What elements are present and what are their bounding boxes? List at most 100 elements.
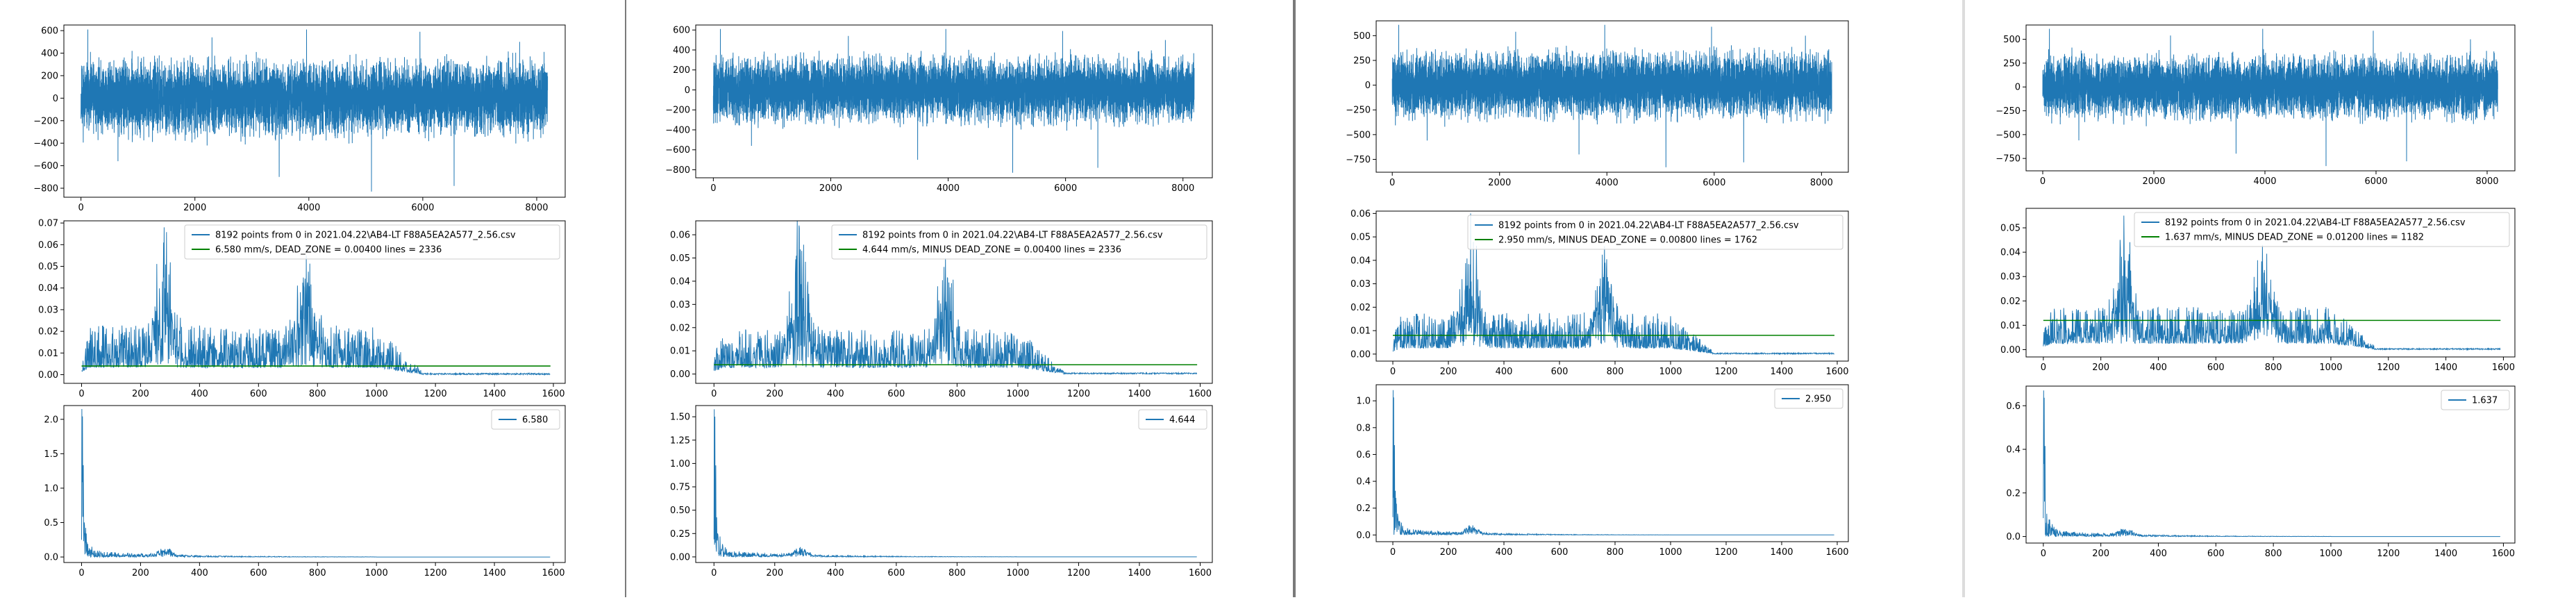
time-ytick-label: 0 xyxy=(53,94,58,104)
spectrum-legend-label: 8192 points from 0 in 2021.04.22\AB4-LT … xyxy=(862,231,1163,241)
velocity-xtick-label: 1200 xyxy=(424,568,447,578)
spectrum-axes-frame-4 xyxy=(2025,208,2516,358)
time-xtick-label: 0 xyxy=(2040,176,2046,187)
spectrum-ytick-label: 0.03 xyxy=(670,300,690,310)
spectrum-series-line-1 xyxy=(81,227,551,376)
spectrum-xtick-label: 200 xyxy=(132,389,149,399)
time-axes-1: 0 2000 4000 6000 8000 −800 −600 −400 −200 0 200 400… xyxy=(33,24,566,213)
velocity-ytick-label: 0.0 xyxy=(44,553,58,563)
spectrum-ytick-label: 0.06 xyxy=(1350,209,1371,219)
velocity-axes-4: 0 200 400 600 800 1000 1200 1400 1600 0.0 0.2 0.4 0.… xyxy=(2006,385,2516,559)
spectrum-ytick-label: 0.07 xyxy=(38,219,58,229)
velocity-xtick-label: 1400 xyxy=(2434,549,2457,559)
spectrum-ytick-label: 0.00 xyxy=(38,370,58,381)
time-xtick-label: 4000 xyxy=(937,183,960,194)
velocity-xtick-label: 0 xyxy=(78,568,84,578)
spectrum-xtick-label: 1200 xyxy=(2377,362,2400,373)
velocity-ytick-label: 0.5 xyxy=(44,518,58,528)
spectrum-xtick-label: 600 xyxy=(250,389,267,399)
velocity-ytick-label: 1.0 xyxy=(44,483,58,494)
spectrum-xtick-label: 1000 xyxy=(365,389,388,399)
time-ytick-label: 500 xyxy=(1353,31,1371,42)
panel-separator-3 xyxy=(1962,0,1965,597)
time-xtick-label: 8000 xyxy=(1810,178,1833,188)
spectrum-series-line-3 xyxy=(1392,213,1835,356)
spectrum-ytick-label: 0.02 xyxy=(38,327,58,338)
velocity-axes-1: 0 200 400 600 800 1000 1200 1400 1600 0.0 0.5 1.0 1.… xyxy=(44,405,566,578)
spectrum-ytick-label: 0.04 xyxy=(1350,256,1371,266)
spectrum-xtick-label: 800 xyxy=(948,389,966,399)
spectrum-legend-3: 8192 points from 0 in 2021.04.22\AB4-LT … xyxy=(1467,215,1843,250)
velocity-legend-1: 6.580 xyxy=(491,409,560,430)
time-axes-2: 0 2000 4000 6000 8000 −800 −600 −400 −200 0 200 400… xyxy=(665,24,1213,194)
spectrum-xtick-label: 800 xyxy=(1607,367,1624,377)
time-ytick-label: −200 xyxy=(33,116,58,126)
velocity-xtick-label: 1200 xyxy=(1714,547,1737,558)
velocity-xtick-label: 800 xyxy=(1607,547,1624,558)
spectrum-xtick-label: 1200 xyxy=(1714,367,1737,377)
spectrum-xtick-label: 1400 xyxy=(483,389,506,399)
figure-svg-2: 0 2000 4000 6000 8000−800−600−400−2000200400… xyxy=(665,24,1213,578)
spectrum-ytick-label: 0.01 xyxy=(670,347,690,357)
spectrum-ytick-label: 0.02 xyxy=(670,323,690,333)
spectrum-legend-label: 8192 points from 0 in 2021.04.22\AB4-LT … xyxy=(215,231,516,241)
spectrum-legend-2: 8192 points from 0 in 2021.04.22\AB4-LT … xyxy=(831,224,1207,260)
time-ytick-label: −250 xyxy=(1346,106,1371,116)
spectrum-xtick-label: 400 xyxy=(1496,367,1513,377)
velocity-axes-frame-2 xyxy=(695,405,1213,563)
velocity-xtick-label: 800 xyxy=(2265,549,2282,559)
spectrum-legend-box xyxy=(831,224,1207,260)
time-ytick-label: 250 xyxy=(2003,58,2021,69)
spectrum-xtick-label: 1600 xyxy=(542,389,564,399)
time-xtick-label: 8000 xyxy=(525,203,548,213)
spectrum-legend-1: 8192 points from 0 in 2021.04.22\AB4-LT … xyxy=(184,224,560,260)
spectrum-xtick-label: 200 xyxy=(766,389,783,399)
time-xtick-label: 6000 xyxy=(411,203,434,213)
velocity-xtick-label: 400 xyxy=(827,568,844,578)
velocity-xtick-label: 800 xyxy=(948,568,966,578)
velocity-ytick-label: 0.4 xyxy=(1356,477,1371,488)
velocity-legend-box xyxy=(1138,409,1207,430)
velocity-ytick-label: 0.00 xyxy=(670,552,690,562)
spectrum-ytick-label: 0.04 xyxy=(2000,248,2021,258)
time-ytick-label: 0 xyxy=(1365,81,1371,91)
time-ytick-label: −750 xyxy=(1346,155,1371,165)
time-series-line-2 xyxy=(712,28,1195,173)
velocity-xtick-label: 400 xyxy=(1496,547,1513,558)
time-ytick-label: 600 xyxy=(673,26,690,36)
panel-separator-1 xyxy=(625,0,626,597)
spectrum-xtick-label: 800 xyxy=(2265,362,2282,373)
panel-separator-2 xyxy=(1293,0,1296,597)
spectrum-axes-frame-3 xyxy=(1375,210,1849,362)
velocity-ytick-label: 0.2 xyxy=(2006,488,2021,499)
spectrum-axes-4: 0 200 400 600 800 1000 1200 1400 1600 0.00 0.01 0.0… xyxy=(2000,208,2516,373)
velocity-legend-label: 4.644 xyxy=(1169,415,1195,426)
velocity-series-line-3 xyxy=(1392,390,1834,537)
velocity-axes-frame-1 xyxy=(63,405,566,563)
figure-panel-1: 0 2000 4000 6000 8000 −800 −600 −400 −200 0 200 400… xyxy=(0,0,625,597)
spectrum-xtick-label: 0 xyxy=(2041,362,2046,373)
time-axes-frame-4 xyxy=(2025,24,2516,172)
time-xtick-label: 4000 xyxy=(297,203,320,213)
time-ytick-label: −800 xyxy=(665,165,690,176)
time-ytick-label: 200 xyxy=(41,71,58,81)
spectrum-xtick-label: 400 xyxy=(2150,362,2167,373)
spectrum-ytick-label: 0.01 xyxy=(1350,326,1371,337)
spectrum-ytick-label: 0.03 xyxy=(1350,279,1371,290)
velocity-axes-frame-4 xyxy=(2025,385,2516,544)
spectrum-xtick-label: 1400 xyxy=(2434,362,2457,373)
time-series-line-4 xyxy=(2042,28,2498,167)
time-series-line-1 xyxy=(81,29,549,192)
velocity-ytick-label: 0.4 xyxy=(2006,445,2021,456)
time-ytick-label: −750 xyxy=(1996,154,2021,165)
spectrum-legend-box xyxy=(1467,215,1843,250)
spectrum-ytick-label: 0.00 xyxy=(2000,345,2021,356)
time-ytick-label: −250 xyxy=(1996,106,2021,117)
spectrum-axes-3: 0 200 400 600 800 1000 1200 1400 1600 0.00 0.01 0.0… xyxy=(1350,209,1849,377)
velocity-ytick-label: 1.50 xyxy=(670,412,690,423)
spectrum-xtick-label: 1400 xyxy=(1770,367,1793,377)
velocity-xtick-label: 1400 xyxy=(1770,547,1793,558)
spectrum-ytick-label: 0.01 xyxy=(2000,321,2021,331)
spectrum-legend-label: 2.950 mm/s, MINUS DEAD_ZONE = 0.00800 li… xyxy=(1498,235,1757,246)
